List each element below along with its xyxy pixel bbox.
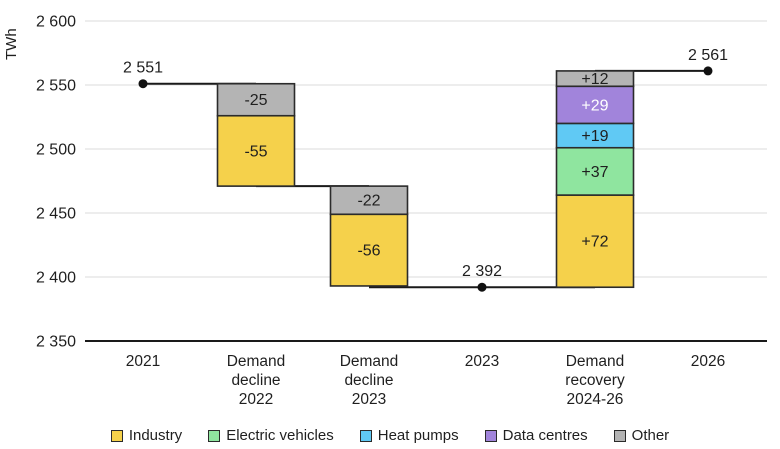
bar-segment-label: +37 (581, 164, 608, 181)
milestone-value-label: 2 392 (462, 263, 502, 280)
legend-item-data-centres: Data centres (484, 427, 588, 444)
electric-vehicles-swatch-icon (208, 429, 221, 442)
bar-segment-label: -56 (357, 243, 380, 260)
milestone-dot (703, 66, 713, 76)
bar-segment-industry (555, 194, 635, 289)
bar-segment-industry (329, 213, 409, 287)
x-axis-label: 2026 (691, 353, 725, 370)
bar-segment-data-centres (555, 85, 635, 125)
bar-segment-label: +72 (581, 234, 608, 251)
bar-segment-label: -25 (244, 92, 267, 109)
milestone-dot (138, 79, 148, 89)
legend-item-heat-pumps: Heat pumps (359, 427, 459, 444)
milestone-value-label: 2 551 (123, 60, 163, 77)
x-axis-label: Demand decline 2023 (340, 353, 399, 408)
milestone-dot (477, 282, 487, 292)
bar-segment-heat-pumps (555, 122, 635, 149)
chart-legend: Industry Electric vehicles Heat pumps Da… (0, 427, 780, 444)
legend-label: Heat pumps (377, 427, 459, 444)
y-tick-label: 2 400 (36, 270, 76, 287)
data-centres-swatch-icon (484, 429, 497, 442)
y-tick-label: 2 450 (36, 206, 76, 223)
legend-item-electric-vehicles: Electric vehicles (208, 427, 334, 444)
bar-segment-other (555, 70, 635, 88)
y-tick-label: 2 500 (36, 142, 76, 159)
bar-segment-other (329, 185, 409, 216)
bar-segment-other (216, 82, 296, 117)
legend-label: Electric vehicles (226, 427, 334, 444)
bar-segment-label: +19 (581, 128, 608, 145)
bar-segment-label: +12 (581, 71, 608, 88)
x-axis-label: Demand decline 2022 (227, 353, 286, 408)
chart-canvas: 2 600 2 550 2 500 2 450 2 400 2 350 TWh 2 551 20… (3, 14, 767, 408)
heat-pumps-swatch-icon (359, 429, 372, 442)
x-axis-label: Demand recovery 2024-26 (565, 353, 625, 408)
legend-item-other: Other (613, 427, 670, 444)
legend-label: Other (631, 427, 670, 444)
other-swatch-icon (613, 429, 626, 442)
bar-segment-electric-vehicles (555, 146, 635, 196)
bar-segment-label: +29 (581, 97, 608, 114)
x-axis-label: 2021 (126, 353, 160, 370)
y-tick-label: 2 600 (36, 14, 76, 31)
milestone-value-label: 2 561 (688, 47, 728, 64)
legend-label: Industry (128, 427, 183, 444)
x-axis-label: 2023 (465, 353, 499, 370)
y-axis-unit-label: TWh (3, 28, 20, 60)
legend-label: Data centres (502, 427, 588, 444)
industry-swatch-icon (110, 429, 123, 442)
y-tick-label: 2 350 (36, 334, 76, 351)
bar-segment-label: -55 (244, 143, 267, 160)
bar-segment-label: -22 (357, 193, 380, 210)
legend-item-industry: Industry (110, 427, 183, 444)
y-tick-label: 2 550 (36, 78, 76, 95)
